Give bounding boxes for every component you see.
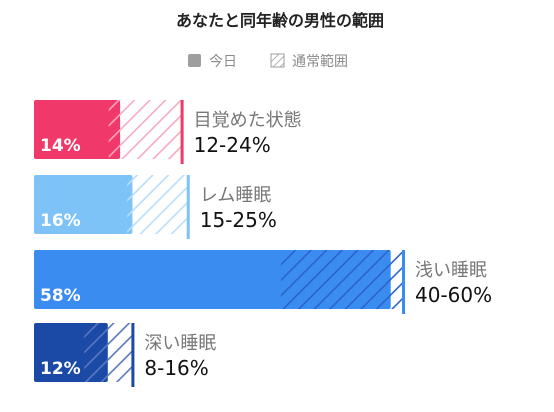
range-end-marker: [180, 100, 184, 164]
legend-today-swatch: [188, 54, 201, 67]
normal-range-bar: [107, 100, 182, 159]
normal-range-label: 12-24%: [194, 133, 271, 157]
category-label: 目覚めた状態: [194, 110, 302, 131]
today-value-label: 58%: [40, 286, 81, 306]
normal-range-bar: [280, 250, 403, 309]
normal-range-label: 15-25%: [200, 208, 277, 232]
legend: 今日 通常範囲: [188, 53, 348, 70]
today-value-label: 16%: [40, 211, 81, 231]
range-end-marker: [402, 250, 405, 314]
range-end-marker: [186, 175, 190, 239]
range-start-marker: [279, 250, 281, 309]
today-value-label: 14%: [40, 136, 81, 156]
normal-range-bar: [83, 323, 133, 382]
category-label: 浅い睡眠: [415, 260, 487, 281]
category-label: 深い睡眠: [144, 333, 216, 354]
legend-normal-label: 通常範囲: [292, 53, 348, 70]
chart-title: あなたと同年齢の男性の範囲: [176, 11, 384, 30]
today-bar: [34, 100, 121, 159]
range-start-marker: [125, 175, 128, 234]
normal-range-bar: [126, 175, 188, 234]
category-label: レム睡眠: [200, 185, 272, 206]
range-start-marker: [82, 323, 85, 382]
range-end-marker: [131, 323, 135, 387]
range-start-marker: [106, 100, 109, 159]
normal-range-label: 8-16%: [144, 356, 208, 380]
normal-range-label: 40-60%: [415, 283, 492, 307]
today-value-label: 12%: [40, 359, 81, 379]
today-bar: [34, 175, 133, 234]
legend-today-label: 今日: [209, 54, 237, 70]
legend-normal-swatch: [270, 53, 285, 68]
